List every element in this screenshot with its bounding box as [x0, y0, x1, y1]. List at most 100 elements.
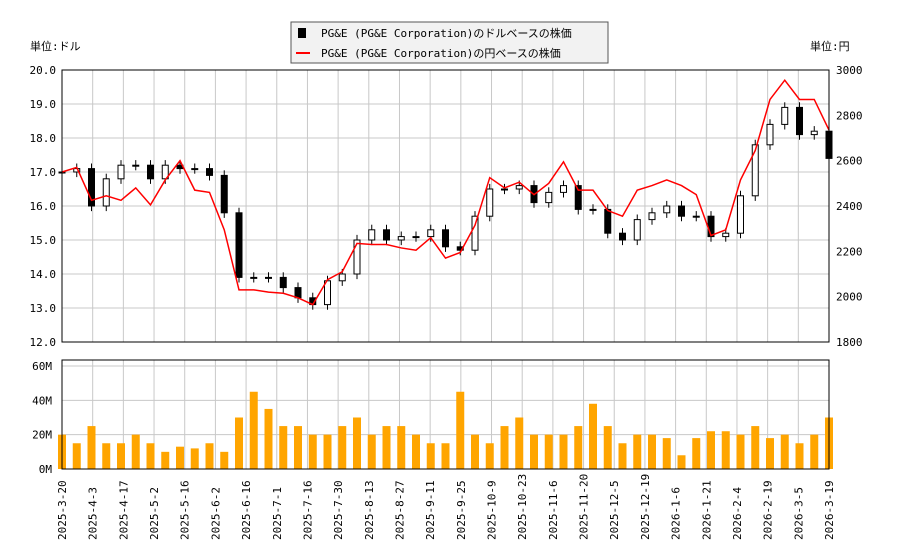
- volume-bar: [456, 391, 465, 469]
- right-unit-label: 単位:円: [810, 39, 850, 53]
- x-tick-label: 2025-6-2: [209, 487, 222, 540]
- volume-bar: [367, 434, 376, 469]
- x-tick-label: 2025-11-20: [578, 474, 591, 540]
- y-left-tick-label: 12.0: [30, 336, 57, 349]
- candle: [383, 229, 390, 241]
- candle: [545, 191, 553, 204]
- x-tick-label: 2025-4-3: [87, 487, 100, 540]
- x-tick-label: 2025-6-16: [240, 480, 253, 540]
- volume-bar: [500, 426, 509, 469]
- x-tick-label: 2025-5-16: [179, 480, 192, 540]
- candle: [191, 168, 199, 171]
- x-tick-label: 2025-4-17: [117, 480, 130, 540]
- candle: [810, 130, 818, 136]
- volume-bar: [294, 426, 302, 469]
- volume-bar: [662, 438, 671, 469]
- y-left-tick-label: 18.0: [30, 132, 57, 145]
- price-plot-frame: [61, 69, 830, 343]
- candle: [574, 185, 582, 210]
- volume-bar: [736, 434, 745, 469]
- volume-bar: [205, 443, 214, 469]
- volume-bar: [721, 431, 730, 469]
- y-right-tick-label: 3000: [836, 64, 863, 77]
- candle: [560, 185, 567, 193]
- y-left-tick-label: 17.0: [30, 166, 57, 179]
- volume-bar: [117, 443, 125, 469]
- x-tick-label: 2026-3-5: [792, 487, 805, 540]
- volume-bar: [751, 426, 760, 469]
- x-tick-label: 2025-12-5: [608, 480, 621, 540]
- volume-tick-label: 60M: [32, 360, 52, 373]
- candle: [353, 239, 361, 275]
- volume-bar: [353, 417, 361, 469]
- candle: [88, 168, 95, 207]
- candle: [397, 236, 405, 241]
- volume-bar: [87, 426, 96, 469]
- volume-bar: [382, 426, 391, 469]
- y-right-tick-label: 2000: [836, 291, 863, 304]
- volume-bar: [485, 443, 494, 469]
- volume-bar: [397, 426, 406, 469]
- volume-bar: [323, 434, 332, 469]
- candle: [678, 205, 685, 217]
- candle: [427, 229, 435, 238]
- legend-jpy: PG&E (PG&E Corporation)の円ベースの株価: [321, 46, 561, 60]
- volume-bar: [338, 426, 347, 469]
- volume-bar: [426, 443, 435, 469]
- volume-bar: [648, 434, 656, 469]
- x-tick-label: 2025-5-2: [148, 487, 161, 540]
- volume-bar: [766, 438, 774, 469]
- x-tick-label: 2025-9-11: [424, 480, 437, 540]
- candle: [722, 232, 730, 238]
- y-left-tick-label: 16.0: [30, 200, 57, 213]
- volume-bar: [574, 426, 583, 469]
- x-tick-label: 2025-8-27: [393, 480, 406, 540]
- volume-bar: [441, 443, 450, 469]
- volume-bar: [795, 443, 804, 469]
- x-tick-label: 2026-2-4: [731, 487, 744, 540]
- legend-candle-swatch: [298, 28, 306, 38]
- volume-bar: [589, 403, 597, 469]
- y-left-tick-label: 13.0: [30, 302, 57, 315]
- x-tick-label: 2026-2-19: [762, 480, 775, 540]
- x-tick-label: 2025-10-23: [516, 474, 529, 540]
- volume-bar: [176, 446, 184, 469]
- volume-bar: [707, 431, 715, 469]
- candle: [471, 215, 479, 251]
- yen-price-line: [61, 78, 830, 306]
- y-left-tick-label: 14.0: [30, 268, 57, 281]
- volume-bar: [530, 434, 538, 469]
- candle: [692, 215, 700, 218]
- candle: [279, 276, 287, 289]
- candle: [515, 185, 523, 190]
- volume-bar: [603, 426, 612, 469]
- candle: [220, 174, 228, 214]
- candle: [412, 236, 420, 239]
- volume-bar: [235, 417, 243, 469]
- candle: [751, 144, 759, 197]
- left-unit-label: 単位:ドル: [30, 39, 81, 53]
- y-left-tick-label: 20.0: [30, 64, 57, 77]
- candle: [206, 168, 213, 176]
- volume-bar: [618, 443, 627, 469]
- candle: [102, 178, 110, 207]
- volume-bar: [692, 438, 701, 469]
- candle: [604, 208, 612, 234]
- volume-bar: [279, 426, 288, 469]
- x-tick-label: 2026-1-21: [700, 480, 713, 540]
- volume-bar: [249, 391, 258, 469]
- candle: [589, 208, 597, 211]
- candle: [338, 273, 346, 282]
- candle: [501, 188, 508, 191]
- candle: [442, 229, 449, 248]
- y-left-tick-label: 15.0: [30, 234, 57, 247]
- y-right-tick-label: 2200: [836, 245, 863, 258]
- volume-tick-label: 20M: [32, 429, 52, 442]
- volume-bar: [102, 443, 111, 469]
- x-tick-label: 2025-9-25: [455, 480, 468, 540]
- legend-usd: PG&E (PG&E Corporation)のドルベースの株価: [321, 26, 572, 40]
- volume-bar: [161, 451, 170, 469]
- y-left-tick-label: 19.0: [30, 98, 57, 111]
- x-tick-label: 2025-7-1: [271, 487, 284, 540]
